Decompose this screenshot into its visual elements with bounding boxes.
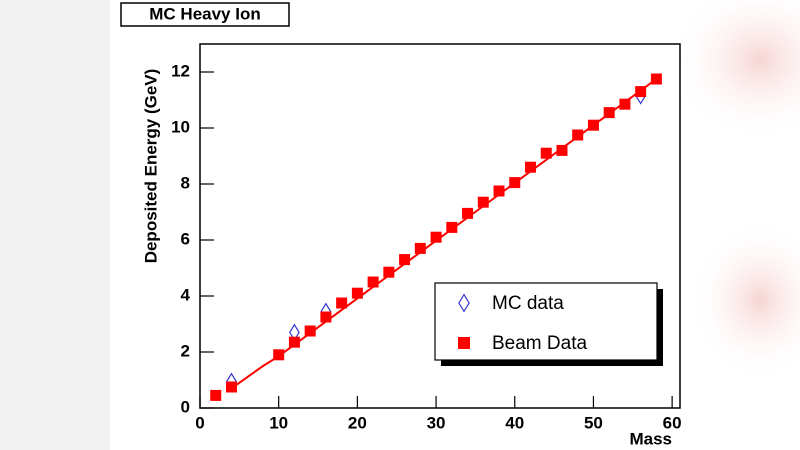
x-tick-label: 40 (505, 413, 524, 432)
marker-square (273, 349, 285, 361)
y-tick-label: 6 (181, 229, 190, 248)
marker-square (351, 287, 363, 299)
legend-marker (458, 293, 470, 313)
marker-square (414, 242, 426, 254)
y-tick-label: 4 (181, 285, 191, 304)
chart-title: MC Heavy Ion (149, 4, 260, 23)
left-margin (0, 0, 110, 450)
x-tick-label: 30 (427, 413, 446, 432)
marker-square (288, 336, 300, 348)
x-tick-label: 50 (584, 413, 603, 432)
marker-square (556, 144, 568, 156)
marker-square (225, 381, 237, 393)
marker-square (320, 311, 332, 323)
marker-square (430, 231, 442, 243)
y-tick-label: 10 (171, 117, 190, 136)
x-tick-label: 10 (269, 413, 288, 432)
plot-area: 0 10 20 30 40 50 60 0 2 4 6 8 10 12 (171, 61, 682, 432)
marker-square (587, 119, 599, 131)
y-tick-label: 8 (181, 173, 190, 192)
marker-square (572, 129, 584, 141)
legend-label: Beam Data (492, 333, 587, 354)
marker-square (493, 185, 505, 197)
marker-square (619, 98, 631, 110)
x-tick-label: 0 (195, 413, 204, 432)
marker-square (446, 221, 458, 233)
x-tick-label: 60 (663, 413, 682, 432)
background-blur (670, 0, 800, 140)
marker-square (367, 276, 379, 288)
marker-square (399, 254, 411, 266)
x-axis-label: Mass (629, 429, 672, 448)
legend-marker (458, 337, 470, 349)
background-blur (690, 220, 800, 380)
y-tick-label: 0 (181, 397, 190, 416)
marker-square (524, 161, 536, 173)
marker-square (540, 147, 552, 159)
marker-square (383, 266, 395, 278)
legend (434, 282, 658, 361)
marker-square (650, 73, 662, 85)
y-tick-label: 2 (181, 341, 190, 360)
marker-square (336, 297, 348, 309)
marker-square (477, 196, 489, 208)
title-box (120, 2, 290, 27)
marker-square (635, 86, 647, 98)
y-tick-label: 12 (171, 61, 190, 80)
legend-entries: MC data Beam Data (458, 293, 587, 354)
marker-square (462, 207, 474, 219)
marker-square (304, 325, 316, 337)
marker-square (603, 107, 615, 119)
legend-label: MC data (492, 293, 564, 314)
marker-square (210, 389, 222, 401)
x-tick-label: 20 (348, 413, 367, 432)
y-axis-label: Deposited Energy (GeV) (141, 69, 160, 264)
marker-square (509, 177, 521, 189)
